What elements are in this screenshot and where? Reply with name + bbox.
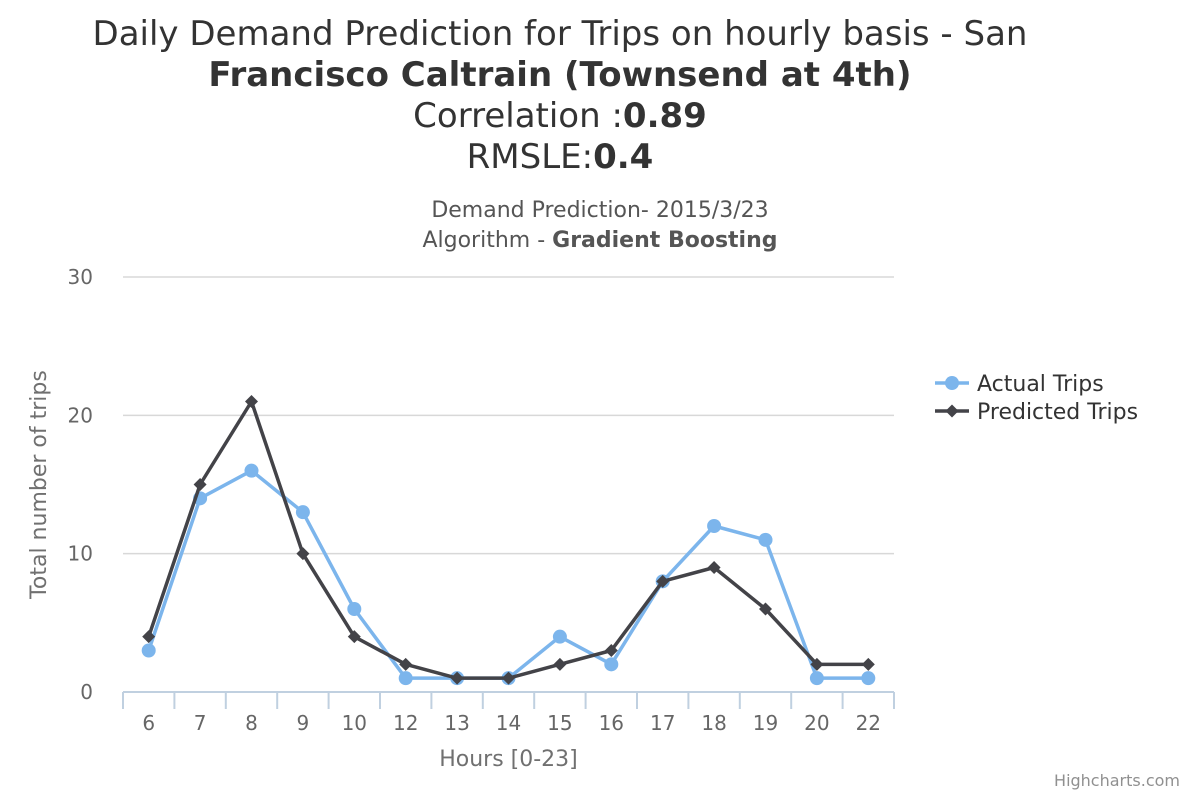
subtitle-date-value: 2015/3/23 bbox=[655, 198, 769, 223]
data-point bbox=[759, 602, 772, 616]
subtitle-date-label: Demand Prediction- bbox=[431, 198, 656, 223]
data-point bbox=[193, 478, 207, 491]
chart-title: Daily Demand Prediction for Trips on hou… bbox=[0, 14, 1120, 178]
x-tick-label: 22 bbox=[856, 711, 881, 735]
x-tick-label: 7 bbox=[194, 711, 207, 735]
y-tick-label: 20 bbox=[68, 403, 93, 427]
x-tick-label: 16 bbox=[599, 711, 624, 735]
data-point bbox=[398, 671, 413, 686]
data-point bbox=[450, 671, 464, 685]
x-tick-label: 6 bbox=[142, 711, 155, 735]
x-tick-label: 18 bbox=[701, 711, 726, 735]
correlation-value: 0.89 bbox=[622, 96, 707, 136]
y-tick-label: 0 bbox=[80, 680, 93, 704]
chart-title-line-1: Daily Demand Prediction for Trips on hou… bbox=[92, 14, 1028, 54]
data-point bbox=[347, 602, 362, 616]
correlation-line: Correlation :0.89 bbox=[0, 96, 1120, 137]
rmsle-value: 0.4 bbox=[593, 137, 654, 177]
legend-marker bbox=[945, 376, 959, 390]
legend-item-predicted-trips[interactable]: Predicted Trips bbox=[935, 400, 1138, 425]
chart-title-line-2-text: Francisco Caltrain (Townsend at 4th) bbox=[208, 55, 912, 95]
data-point bbox=[809, 671, 824, 686]
data-point bbox=[502, 671, 515, 685]
y-tick-label: 10 bbox=[68, 542, 93, 566]
chart-subtitle: Demand Prediction- 2015/3/23 Algorithm -… bbox=[0, 196, 1200, 256]
subtitle-algorithm-value: Gradient Boosting bbox=[552, 228, 778, 253]
data-point bbox=[861, 671, 876, 686]
data-point bbox=[552, 629, 567, 644]
subtitle-algorithm-label: Algorithm - bbox=[422, 228, 553, 253]
legend-marker bbox=[945, 404, 959, 418]
x-tick-label: 10 bbox=[342, 711, 367, 735]
x-tick-label: 15 bbox=[547, 711, 572, 735]
legend-item-actual-trips[interactable]: Actual Trips bbox=[935, 372, 1104, 397]
rmsle-label: RMSLE: bbox=[466, 137, 594, 177]
x-tick-label: 20 bbox=[804, 711, 829, 735]
data-point bbox=[295, 505, 310, 520]
data-point bbox=[245, 395, 258, 408]
data-point bbox=[142, 630, 156, 644]
y-tick-label: 30 bbox=[68, 265, 93, 289]
chart-title-line-2: Francisco Caltrain (Townsend at 4th) bbox=[0, 55, 1120, 96]
data-point bbox=[347, 630, 361, 644]
data-point bbox=[707, 519, 722, 533]
x-tick-label: 9 bbox=[297, 711, 310, 735]
data-point bbox=[553, 657, 567, 671]
x-tick-label: 12 bbox=[393, 711, 418, 735]
data-point bbox=[604, 644, 618, 657]
x-axis-title: Hours [0-23] bbox=[439, 747, 578, 772]
x-tick-label: 8 bbox=[245, 711, 258, 735]
x-tick-label: 14 bbox=[496, 711, 521, 735]
series-predicted-trips bbox=[142, 395, 875, 685]
data-point bbox=[604, 657, 619, 672]
subtitle-algorithm-line: Algorithm - Gradient Boosting bbox=[0, 226, 1200, 256]
data-point bbox=[861, 657, 875, 671]
series-line bbox=[147, 468, 869, 680]
data-point bbox=[296, 547, 310, 561]
data-point bbox=[244, 463, 259, 478]
rmsle-line: RMSLE:0.4 bbox=[0, 137, 1120, 178]
x-tick-label: 19 bbox=[753, 711, 778, 735]
data-point bbox=[810, 657, 824, 671]
y-axis-title: Total number of trips bbox=[27, 370, 52, 600]
data-point bbox=[399, 657, 413, 671]
data-point bbox=[758, 532, 773, 547]
x-tick-label: 17 bbox=[650, 711, 675, 735]
legend-label: Actual Trips bbox=[977, 372, 1104, 397]
data-point bbox=[707, 561, 721, 574]
correlation-label: Correlation : bbox=[413, 96, 623, 136]
x-tick-label: 13 bbox=[444, 711, 469, 735]
data-point bbox=[656, 574, 670, 588]
credits-link[interactable]: Highcharts.com bbox=[1054, 771, 1180, 790]
legend-label: Predicted Trips bbox=[977, 400, 1138, 425]
subtitle-date-line: Demand Prediction- 2015/3/23 bbox=[0, 196, 1200, 226]
series-actual-trips bbox=[141, 463, 876, 686]
data-point bbox=[141, 643, 156, 658]
